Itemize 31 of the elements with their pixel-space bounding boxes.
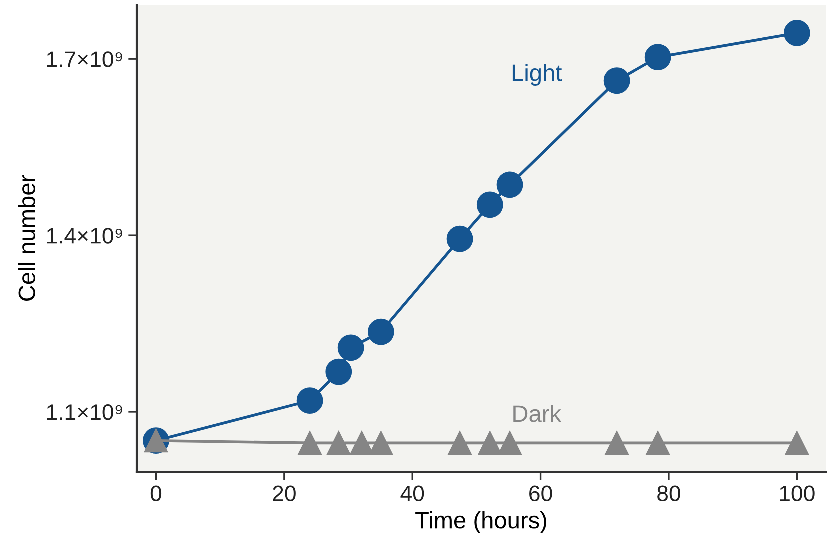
x-axis-title: Time (hours) [416,511,547,534]
point [327,431,351,455]
point [605,431,629,455]
x-tick-label: 0 [150,486,162,502]
point [448,431,472,455]
x-tick-label: 80 [658,486,680,502]
point [604,68,630,94]
x-tick-label: 60 [530,486,552,502]
point [644,44,672,71]
point [646,431,670,455]
y-tick-label: 1.4×10⁹ [47,228,122,244]
point [298,431,322,455]
point [326,358,352,386]
point [368,318,394,346]
series-label: Dark [514,404,562,422]
y-tick-label: 1.7×10⁹ [47,52,122,68]
x-tick-label: 20 [273,486,296,502]
point [785,431,809,455]
point [296,388,324,414]
point [784,20,810,46]
point [496,172,524,198]
point [446,226,474,252]
x-tick-label: 100 [780,486,815,502]
y-tick-label: 1.1×10⁹ [47,404,122,420]
point [476,192,504,218]
point [498,431,522,455]
series-label: Light [512,64,562,86]
x-tick-label: 40 [400,486,424,502]
point [478,431,502,455]
point [338,334,364,362]
y-axis-title: Cell number [18,175,36,301]
